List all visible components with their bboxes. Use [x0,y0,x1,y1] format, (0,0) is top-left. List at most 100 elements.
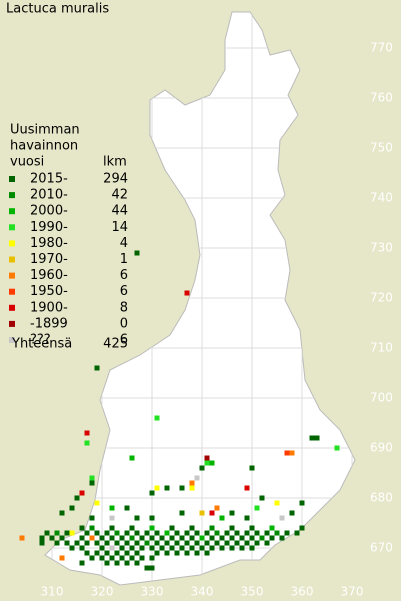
occurrence-square [159,545,165,551]
occurrence-square [149,555,155,561]
occurrence-square [19,535,25,541]
occurrence-square [279,535,285,541]
occurrence-square [249,525,255,531]
occurrence-square [174,540,180,546]
occurrence-square [169,545,175,551]
north-tick-label: 720 [370,291,393,305]
legend-count: 1 [120,252,128,267]
occurrence-square [89,525,95,531]
legend-count: 294 [103,172,128,187]
occurrence-square [269,525,275,531]
occurrence-square [154,550,160,556]
occurrence-square [89,535,95,541]
occurrence-square [64,540,70,546]
legend-label: -1899 [30,316,68,331]
legend-header: havainnon [10,139,78,154]
occurrence-square [199,535,205,541]
occurrence-square [249,545,255,551]
north-tick-label: 680 [370,491,393,505]
occurrence-square [154,415,160,421]
occurrence-square [124,540,130,546]
occurrence-square [64,530,70,536]
occurrence-square [204,455,210,461]
occurrence-square [224,530,230,536]
legend-label: 2010- [30,188,68,203]
occurrence-square [169,525,175,531]
north-tick-label: 710 [370,341,393,355]
occurrence-square [164,485,170,491]
legend-count: 6 [120,284,128,299]
north-tick-label: 670 [370,541,393,555]
occurrence-square [334,445,340,451]
occurrence-square [274,530,280,536]
occurrence-square [209,535,215,541]
legend-header: vuosi [10,155,44,170]
legend-label: 1950- [30,284,68,299]
occurrence-square [129,455,135,461]
occurrence-square [204,550,210,556]
occurrence-square [149,490,155,496]
occurrence-square [94,540,100,546]
legend-count: 8 [120,300,128,315]
legend-swatch [9,337,15,343]
north-tick-label: 760 [370,91,393,105]
occurrence-square [264,540,270,546]
occurrence-square [219,545,225,551]
occurrence-square [84,550,90,556]
occurrence-square [139,555,145,561]
occurrence-square [69,545,75,551]
occurrence-square [99,555,105,561]
legend-swatch [9,320,15,327]
occurrence-square [209,545,215,551]
occurrence-square [279,515,285,521]
occurrence-square [94,365,100,371]
occurrence-square [94,500,100,506]
occurrence-square [179,545,185,551]
occurrence-square [239,535,245,541]
occurrence-square [104,540,110,546]
legend-swatch [9,288,15,295]
legend-count: 14 [111,220,128,235]
occurrence-square [294,530,300,536]
occurrence-square [184,530,190,536]
legend-count-header: lkm [103,155,127,170]
occurrence-square [124,560,130,566]
occurrence-square [184,290,190,296]
occurrence-square [94,550,100,556]
occurrence-square [164,540,170,546]
legend-count: 6 [120,333,128,348]
occurrence-square [234,540,240,546]
occurrence-square [124,530,130,536]
occurrence-square [174,530,180,536]
occurrence-square [189,485,195,491]
east-tick-label: 340 [191,585,214,599]
occurrence-square [114,530,120,536]
north-tick-label: 700 [370,391,393,405]
legend-label: ??? [30,333,51,348]
occurrence-square [89,475,95,481]
occurrence-square [289,450,295,456]
occurrence-square [104,530,110,536]
occurrence-square [219,515,225,521]
north-tick-label: 730 [370,241,393,255]
occurrence-square [179,510,185,516]
occurrence-square [74,540,80,546]
legend-count: 44 [111,204,128,219]
legend-header: Uusimman [10,123,80,138]
legend-total: 425 [103,337,128,352]
occurrence-square [209,460,215,466]
occurrence-square [144,530,150,536]
occurrence-square [134,540,140,546]
occurrence-square [44,530,50,536]
occurrence-square [199,510,205,516]
occurrence-square [229,545,235,551]
legend-count: 6 [120,268,128,283]
occurrence-square [109,525,115,531]
occurrence-square [194,530,200,536]
occurrence-square [269,535,275,541]
occurrence-square [194,550,200,556]
occurrence-square [99,545,105,551]
occurrence-square [169,535,175,541]
occurrence-square [299,500,305,506]
occurrence-square [114,540,120,546]
